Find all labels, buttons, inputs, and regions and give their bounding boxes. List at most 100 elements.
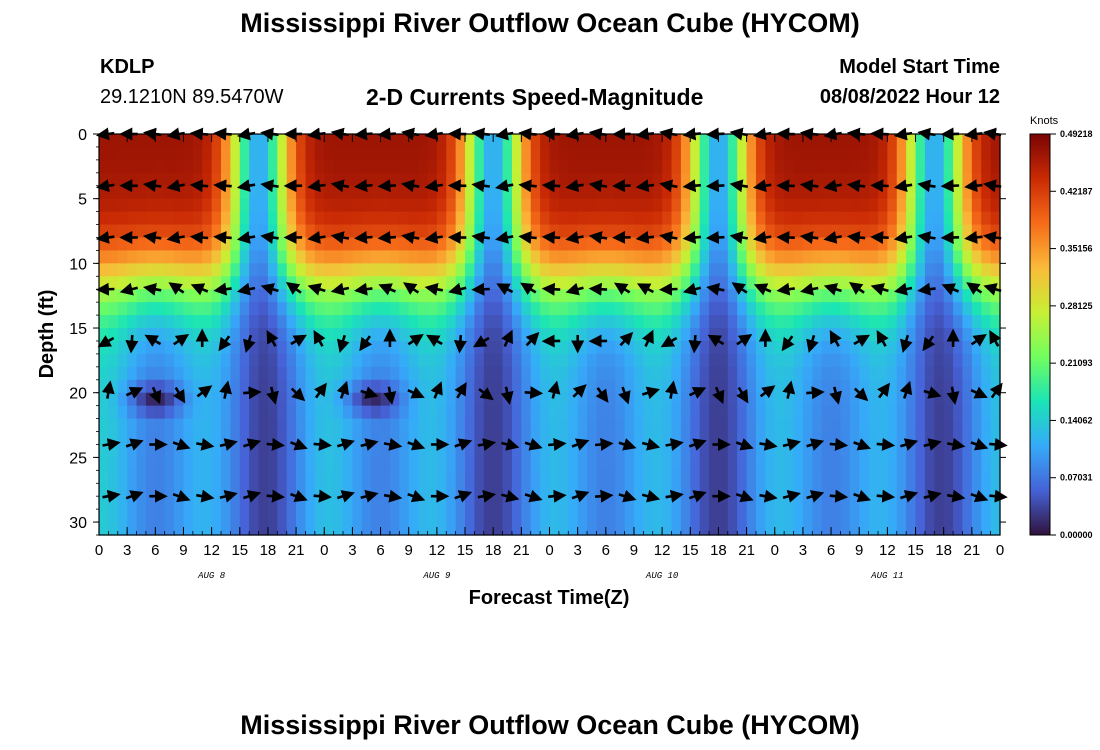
heatmap-cell [831, 444, 842, 458]
heatmap-cell [643, 444, 654, 458]
heatmap-cell [868, 509, 879, 523]
heatmap-cell [530, 444, 541, 458]
heatmap-cell [549, 159, 560, 174]
heatmap-cell [127, 224, 138, 239]
current-vector-arrow [520, 282, 537, 296]
heatmap-cell [446, 509, 457, 523]
heatmap-cell [465, 172, 476, 187]
heatmap-cell [502, 198, 513, 213]
heatmap-cell [418, 146, 429, 161]
heatmap-cell [821, 134, 832, 148]
heatmap-cell [915, 470, 926, 484]
heatmap-cell [774, 159, 785, 174]
heatmap-cell [784, 340, 795, 355]
heatmap-cell [446, 211, 457, 226]
heatmap-cell [906, 224, 917, 239]
heatmap-cell [540, 289, 551, 303]
heatmap-cell [380, 470, 391, 484]
heatmap-cell [249, 172, 260, 187]
heatmap-cell [596, 496, 607, 510]
heatmap-cell [493, 237, 504, 252]
heatmap-cell [671, 172, 682, 187]
heatmap-cell [352, 444, 363, 458]
heatmap-cell [943, 353, 954, 368]
heatmap-cell [446, 250, 457, 264]
heatmap-cell [831, 237, 842, 252]
heatmap-cell [709, 496, 720, 510]
heatmap-cell [183, 431, 194, 446]
heatmap-cell [624, 418, 635, 433]
heatmap-cell [493, 470, 504, 484]
current-vector-arrow [829, 386, 842, 405]
current-vector-arrow [876, 489, 896, 503]
heatmap-cell [446, 185, 457, 200]
heatmap-cell [784, 418, 795, 433]
heatmap-cell [680, 276, 691, 290]
x-tick-label: 18 [710, 542, 727, 559]
heatmap-cell [652, 522, 663, 536]
heatmap-cell [887, 392, 898, 407]
heatmap-cell [680, 353, 691, 368]
heatmap-cell [784, 159, 795, 174]
heatmap-cell [343, 198, 354, 213]
heatmap-cell [296, 134, 307, 148]
heatmap-cell [971, 353, 982, 368]
heatmap-cell [267, 509, 278, 523]
heatmap-cell [333, 237, 344, 252]
heatmap-cell [305, 509, 316, 523]
heatmap-cell [127, 134, 138, 148]
heatmap-cell [239, 522, 250, 536]
heatmap-cell [568, 457, 579, 471]
heatmap-cell [671, 315, 682, 329]
heatmap-cell [859, 289, 870, 303]
heatmap-cell [408, 146, 419, 161]
heatmap-cell [840, 366, 851, 381]
heatmap-cell [615, 185, 626, 200]
heatmap-cell [962, 315, 973, 329]
heatmap-cell [314, 496, 325, 510]
heatmap-cell [859, 483, 870, 497]
heatmap-cell [286, 159, 297, 174]
heatmap-cell [587, 509, 598, 523]
heatmap-cell [906, 353, 917, 368]
heatmap-cell [286, 418, 297, 433]
heatmap-cell [737, 315, 748, 329]
current-vector-arrow [923, 490, 942, 503]
heatmap-cell [174, 185, 185, 200]
heatmap-cell [821, 496, 832, 510]
heatmap-cell [408, 405, 419, 420]
heatmap-cell [924, 509, 935, 523]
x-tick-label: 3 [573, 542, 581, 559]
current-vector-arrow [471, 179, 490, 193]
colorbar-tick-label: 0.14062 [1060, 415, 1093, 425]
heatmap-cell [511, 250, 522, 264]
heatmap-cell [981, 522, 992, 536]
heatmap-cell [802, 198, 813, 213]
heatmap-cell [896, 496, 907, 510]
current-vector-arrow [313, 330, 326, 347]
heatmap-cell [671, 211, 682, 226]
heatmap-cell [455, 353, 466, 368]
heatmap-cell [305, 353, 316, 368]
heatmap-cell [192, 185, 203, 200]
heatmap-cell [577, 496, 588, 510]
current-vector-arrow [729, 231, 749, 244]
heatmap-cell [549, 405, 560, 420]
current-vector-arrow [659, 179, 678, 193]
heatmap-cell [530, 509, 541, 523]
heatmap-cell [680, 496, 691, 510]
heatmap-cell [99, 276, 109, 290]
heatmap-cell [540, 353, 551, 368]
heatmap-cell [558, 146, 569, 161]
heatmap-cell [577, 211, 588, 226]
heatmap-cell [267, 379, 278, 394]
heatmap-cell [127, 483, 138, 497]
current-vector-arrow [922, 335, 936, 352]
heatmap-cell [343, 444, 354, 458]
heatmap-cell [774, 366, 785, 381]
heatmap-cell [446, 353, 457, 368]
heatmap-cell [971, 237, 982, 252]
heatmap-cell [709, 470, 720, 484]
heatmap-cell [502, 289, 513, 303]
x-tick-label: 12 [429, 542, 446, 559]
